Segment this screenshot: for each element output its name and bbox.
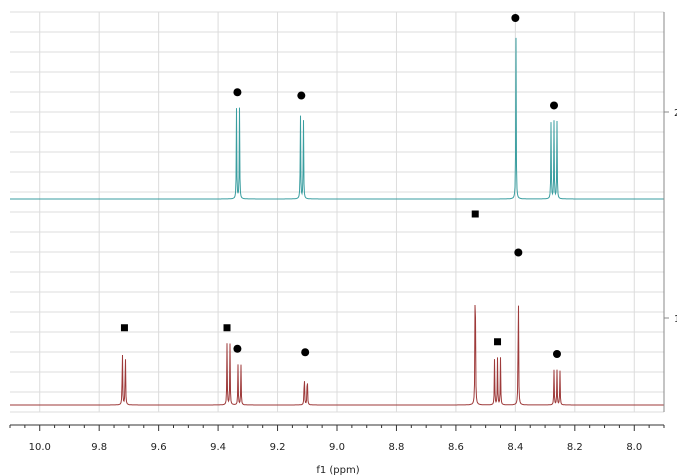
peak-marker-circle xyxy=(514,248,523,257)
x-axis: 10.0 9.8 9.6 9.4 9.2 9.0 8.8 8.6 8.4 8.2 8.0 xyxy=(9,424,665,453)
spectrum-trace-1 xyxy=(10,304,664,406)
peak-marker-circle xyxy=(233,344,242,353)
x-tick-label: 8.8 xyxy=(389,442,405,453)
x-tick-label: 8.2 xyxy=(567,442,583,453)
peak-marker-square xyxy=(223,324,231,332)
x-tick-label: 9.6 xyxy=(151,442,167,453)
x-tick-label: 9.2 xyxy=(270,442,286,453)
x-axis-title: f1 (ppm) xyxy=(316,465,359,475)
peak-marker-circle xyxy=(301,348,310,357)
peak-markers xyxy=(120,14,561,358)
x-tick-label: 8.4 xyxy=(507,442,523,453)
x-tick-label: 10.0 xyxy=(29,442,51,453)
spectrum-trace-2 xyxy=(10,37,664,200)
peak-marker-circle xyxy=(297,91,306,100)
trace-index-label: 1 xyxy=(674,314,677,325)
traces xyxy=(10,37,664,406)
x-tick-label: 9.4 xyxy=(210,442,226,453)
grid xyxy=(10,11,664,413)
x-tick-label: 8.6 xyxy=(448,442,464,453)
peak-marker-circle xyxy=(550,101,559,110)
peak-marker-circle xyxy=(511,14,520,22)
peak-marker-circle xyxy=(552,350,561,358)
peak-marker-circle xyxy=(233,88,242,97)
x-tick-label: 9.8 xyxy=(91,442,107,453)
x-tick-label: 8.0 xyxy=(626,442,642,453)
peak-marker-square xyxy=(471,210,479,218)
peak-marker-square xyxy=(494,338,502,346)
x-tick-label: 9.0 xyxy=(329,442,345,453)
peak-marker-square xyxy=(120,324,128,332)
trace-index-axis: 21 xyxy=(663,12,677,412)
trace-index-label: 2 xyxy=(674,108,677,119)
